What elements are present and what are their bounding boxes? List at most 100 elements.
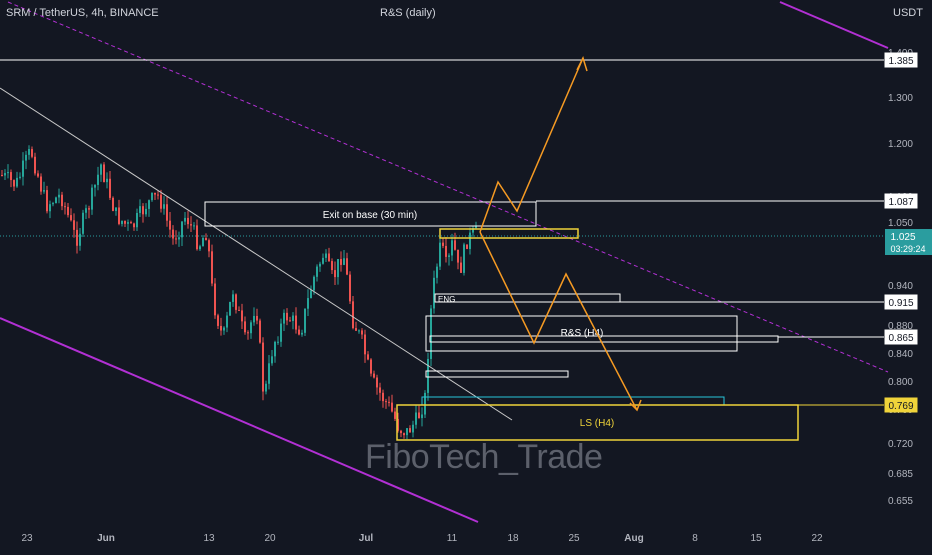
candle-body (457, 249, 459, 263)
candle-body (16, 177, 18, 187)
candle-body (433, 277, 435, 309)
candle-body (274, 341, 276, 357)
candle-body (115, 207, 117, 211)
candle-body (67, 206, 69, 216)
candle-body (241, 310, 243, 322)
price-tick-label: 0.720 (888, 439, 913, 450)
price-tick-label: 0.655 (888, 496, 913, 507)
candle-body (40, 176, 42, 192)
price-label-value: 0.865 (888, 333, 913, 344)
candle-body (22, 160, 24, 177)
candle-body (70, 215, 72, 221)
rs-h4-box (425, 315, 738, 352)
candle-body (415, 412, 417, 425)
rs-h4-inner-box (429, 335, 779, 343)
projection-down-path (479, 231, 638, 411)
candle-body (397, 418, 399, 431)
chart-title: R&S (daily) (380, 7, 436, 19)
candle-body (205, 237, 207, 241)
last-price-value: 1.025 (890, 232, 915, 243)
candle-body (172, 229, 174, 239)
candle-body (451, 240, 453, 256)
price-tick-label: 0.840 (888, 349, 913, 360)
exit-box-label: Exit on base (30 min) (323, 210, 418, 221)
candle-body (55, 197, 57, 204)
candle-body (322, 257, 324, 264)
candle-body (148, 200, 150, 209)
candle-body (232, 294, 234, 302)
ls-h4-label: LS (H4) (580, 418, 614, 429)
price-label-box (884, 52, 918, 68)
price-label-value: 1.385 (888, 56, 913, 67)
candle-body (421, 414, 423, 419)
candle-body (388, 401, 390, 403)
candle-body (142, 206, 144, 215)
eng-label: ENG (438, 295, 455, 304)
candle-body (28, 149, 30, 155)
candle-body (304, 308, 306, 333)
time-tick-label: 13 (203, 533, 215, 544)
candle-body (4, 173, 6, 176)
candle-body (181, 221, 183, 238)
candle-body (400, 430, 402, 434)
candle-body (43, 190, 45, 192)
last-price-box (885, 229, 932, 255)
time-tick-label: Jul (359, 533, 374, 544)
time-tick-label: 18 (507, 533, 519, 544)
candle-body (385, 401, 387, 403)
candle-body (406, 428, 408, 436)
exit-box (204, 201, 537, 227)
candle-body (94, 184, 96, 188)
candle-body (214, 283, 216, 316)
price-tick-label: 0.880 (888, 321, 913, 332)
candle-body (328, 253, 330, 262)
candle-body (97, 174, 99, 185)
candle-body (193, 225, 195, 227)
candle-body (175, 238, 177, 240)
candle-body (469, 232, 471, 249)
time-tick-label: 22 (811, 533, 823, 544)
candle-body (298, 329, 300, 335)
candle-body (223, 327, 225, 331)
candle-body (250, 322, 252, 334)
candle-body (58, 194, 60, 198)
candle-body (178, 237, 180, 240)
candle-body (145, 208, 147, 215)
candle-body (46, 190, 48, 212)
candle-body (199, 246, 201, 250)
candle-body (349, 274, 351, 302)
projection-up-arrowhead (576, 55, 588, 72)
candle-body (136, 212, 138, 228)
candle-body (187, 217, 189, 225)
candle-body (130, 222, 132, 224)
candle-body (31, 149, 33, 157)
price-label-box (884, 193, 918, 209)
candle-body (316, 266, 318, 277)
candle-body (163, 204, 165, 209)
candle-body (109, 178, 111, 198)
candle-body (319, 263, 321, 267)
candle-body (292, 315, 294, 321)
candle-body (37, 173, 39, 177)
candle-body (403, 433, 405, 436)
candle-body (259, 320, 261, 343)
supply-box (439, 228, 579, 239)
candle-body (127, 222, 129, 224)
trend-line (0, 87, 513, 421)
candle-body (160, 194, 162, 209)
candle-body (373, 373, 375, 378)
candle-body (382, 392, 384, 402)
candle-body (370, 359, 372, 374)
last-price-countdown: 03:29:24 (890, 244, 925, 254)
candle-body (352, 301, 354, 329)
price-label-box (884, 294, 918, 310)
candle-body (331, 261, 333, 271)
symbol-title: SRM / TetherUS, 4h, BINANCE (6, 7, 159, 19)
candle-body (217, 315, 219, 326)
price-label-value: 1.087 (888, 197, 913, 208)
candle-body (211, 251, 213, 284)
currency-label: USDT (893, 7, 923, 19)
price-label-box (884, 329, 918, 345)
